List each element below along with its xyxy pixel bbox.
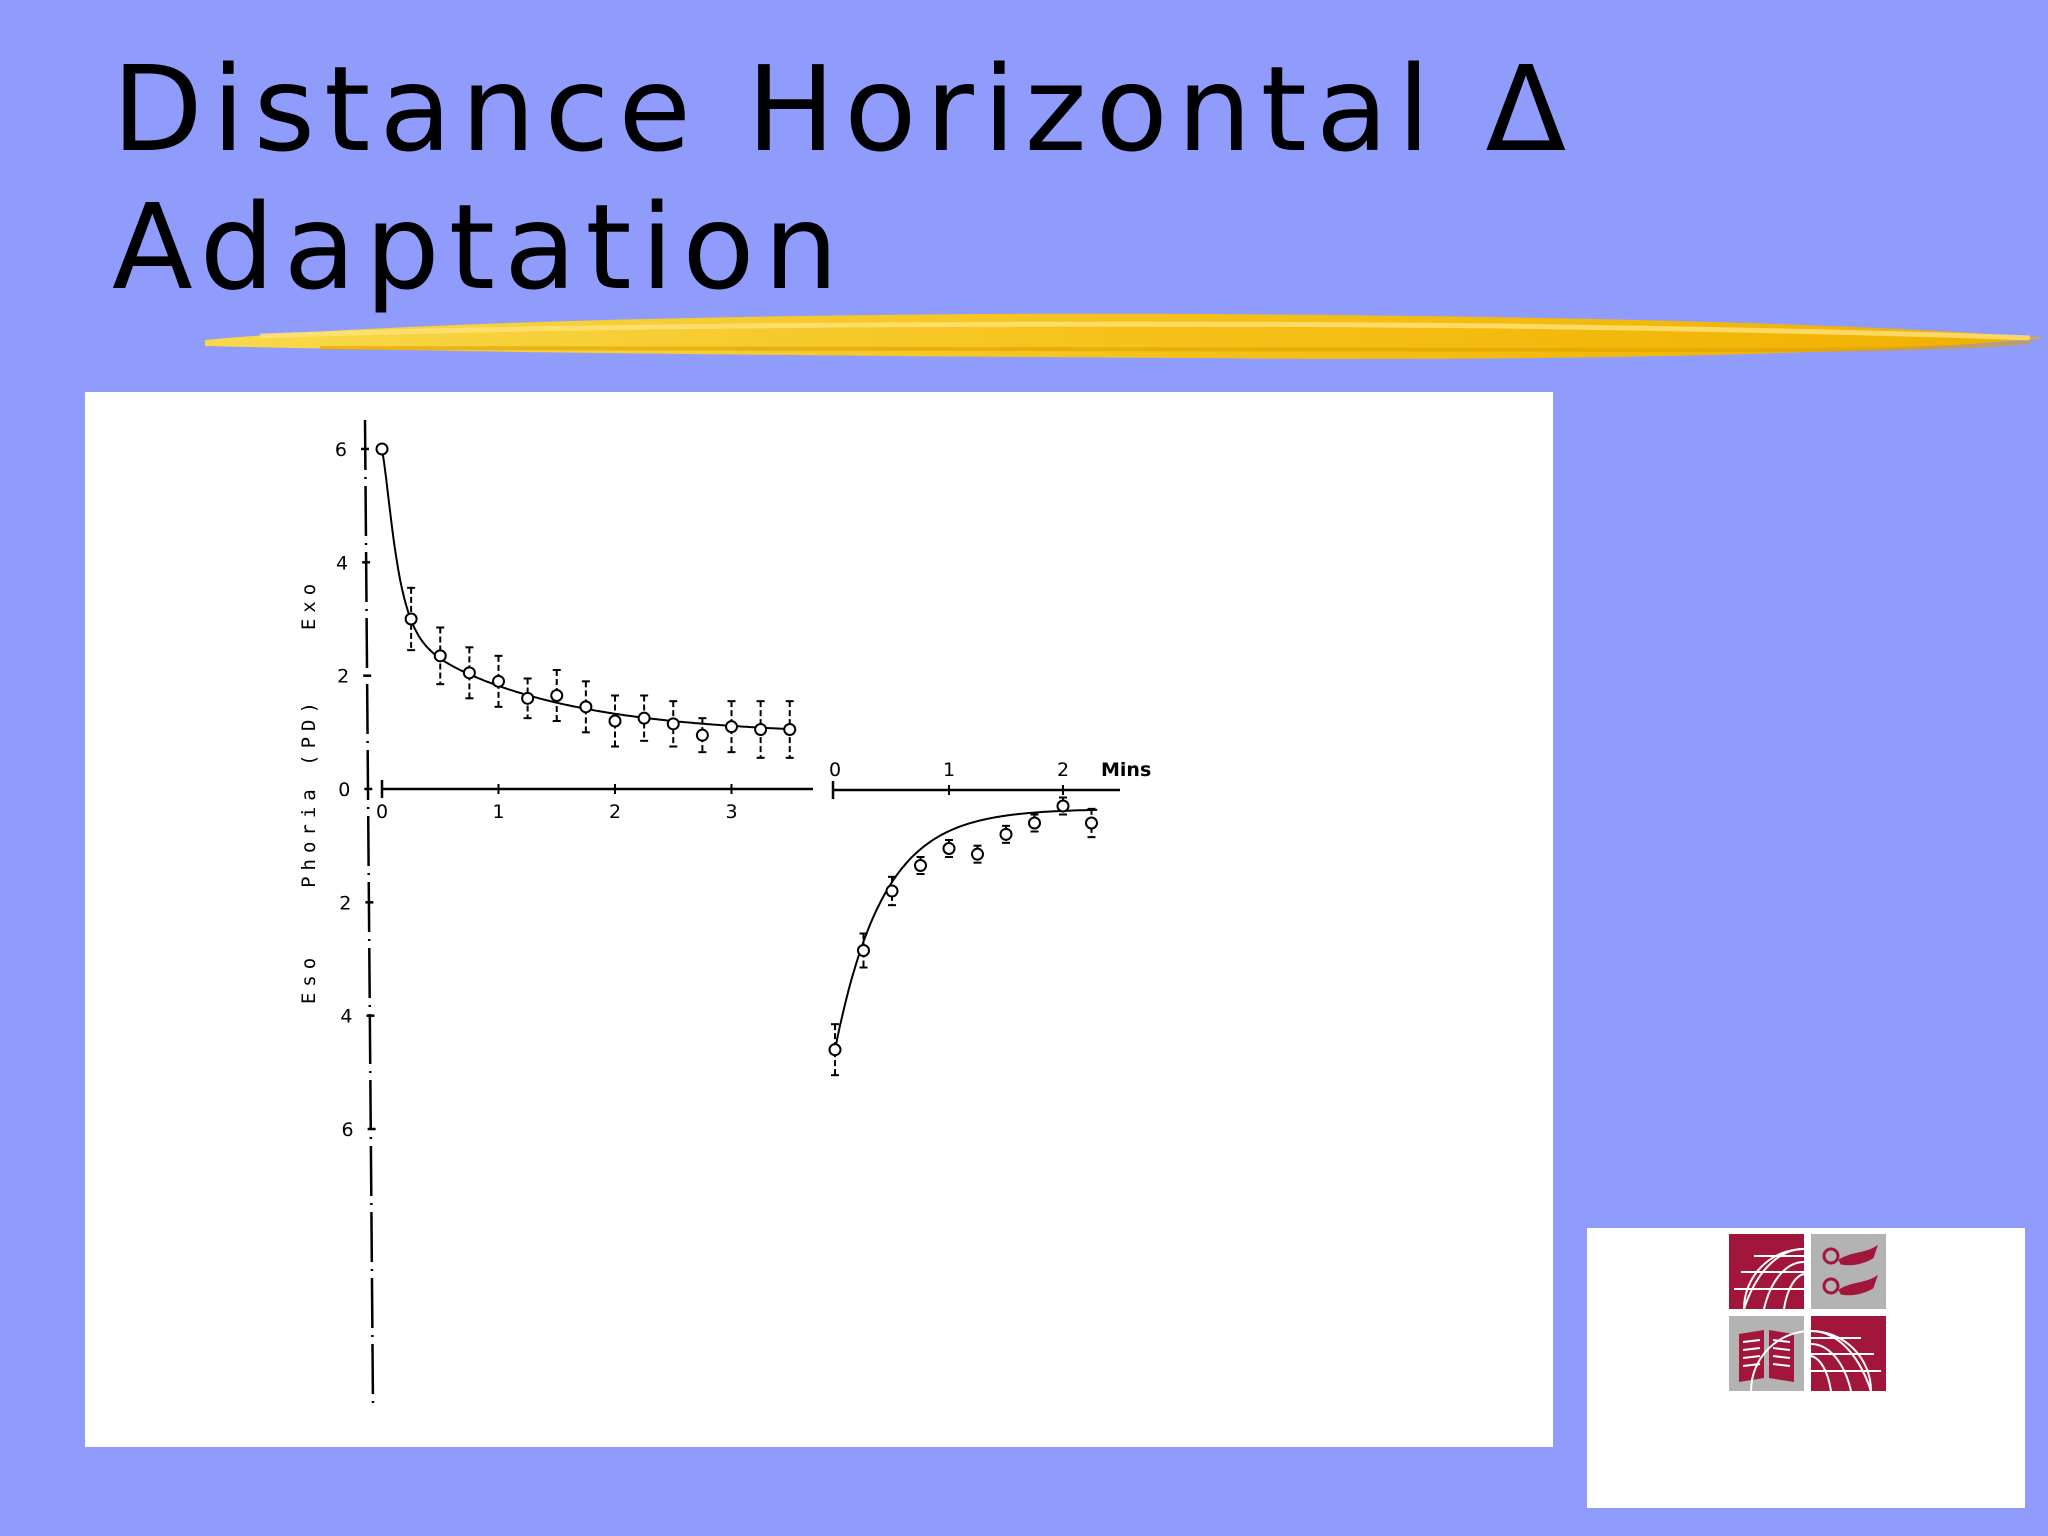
x-axis-unit-label: Mins xyxy=(1101,759,1151,781)
data-point xyxy=(885,884,899,898)
data-point xyxy=(999,827,1013,841)
y-tick-label: 4 xyxy=(336,552,348,574)
data-point xyxy=(608,714,622,728)
y-tick-label: 6 xyxy=(342,1119,354,1141)
x-tick-label: 2 xyxy=(609,801,621,823)
data-point xyxy=(462,666,476,680)
title-line-2: Adaptation xyxy=(112,178,848,316)
data-point xyxy=(971,847,984,861)
y-tick-label: 6 xyxy=(335,439,347,461)
data-point xyxy=(783,722,797,736)
y-label-exo: Exo xyxy=(298,578,320,630)
globe-icon xyxy=(1729,1234,1865,1370)
logo-panel xyxy=(1587,1228,2025,1508)
x-tick-label: 1 xyxy=(492,801,504,823)
y-tick-label: 0 xyxy=(338,779,350,801)
x-tick-label: 0 xyxy=(829,759,841,781)
slide-title: Distance Horizontal Δ Adaptation xyxy=(112,40,1612,316)
data-point xyxy=(404,612,418,626)
x-tick-label: 1 xyxy=(943,759,955,781)
y-tick-label: 2 xyxy=(337,666,349,688)
y-tick-label: 4 xyxy=(340,1006,352,1028)
data-point xyxy=(666,717,680,731)
data-point xyxy=(550,688,564,702)
y-axis-title: Phoria (PD) xyxy=(298,696,320,888)
x-tick-label: 3 xyxy=(725,801,737,823)
data-point xyxy=(1028,816,1041,830)
data-point xyxy=(579,700,593,714)
data-point xyxy=(521,691,535,705)
title-line-1: Distance Horizontal Δ xyxy=(112,40,1576,178)
publisher-logo xyxy=(1729,1234,1886,1452)
data-point xyxy=(1085,816,1098,830)
data-point xyxy=(433,649,447,663)
data-point xyxy=(637,711,651,725)
data-point xyxy=(857,944,870,958)
x-tick-label: 0 xyxy=(376,801,388,823)
y-tick-label: 2 xyxy=(339,892,351,914)
data-point xyxy=(725,720,738,734)
y-axis-line xyxy=(363,419,375,1408)
x-tick-label: 2 xyxy=(1057,759,1069,781)
data-point xyxy=(1056,799,1070,813)
y-label-eso: Eso xyxy=(298,952,320,1004)
data-point xyxy=(828,1043,842,1057)
phoria-chart: Phoria (PD) Exo Eso Mins 6 4 2 0 2 4 6 0 1 2 3 0 1 2 xyxy=(298,419,1151,1408)
data-point xyxy=(914,859,927,873)
fit-curve-right xyxy=(834,808,1098,1050)
data-point xyxy=(695,728,709,742)
data-point xyxy=(492,674,505,688)
data-point xyxy=(942,842,956,856)
data-point xyxy=(375,442,389,456)
hands-icon xyxy=(1811,1234,1886,1309)
plot-panel: Phoria (PD) Exo Eso Mins 6 4 2 0 2 4 6 0 1 2 3 0 1 2 xyxy=(85,392,1553,1447)
globe-icon xyxy=(1750,1316,1886,1452)
highlight-stroke xyxy=(205,313,2045,359)
book-icon xyxy=(1729,1316,1804,1391)
data-point xyxy=(754,722,768,736)
